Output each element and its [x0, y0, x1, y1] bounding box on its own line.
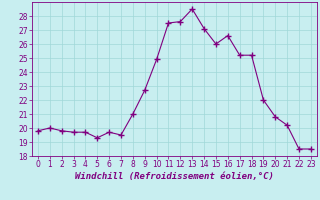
- X-axis label: Windchill (Refroidissement éolien,°C): Windchill (Refroidissement éolien,°C): [75, 172, 274, 181]
